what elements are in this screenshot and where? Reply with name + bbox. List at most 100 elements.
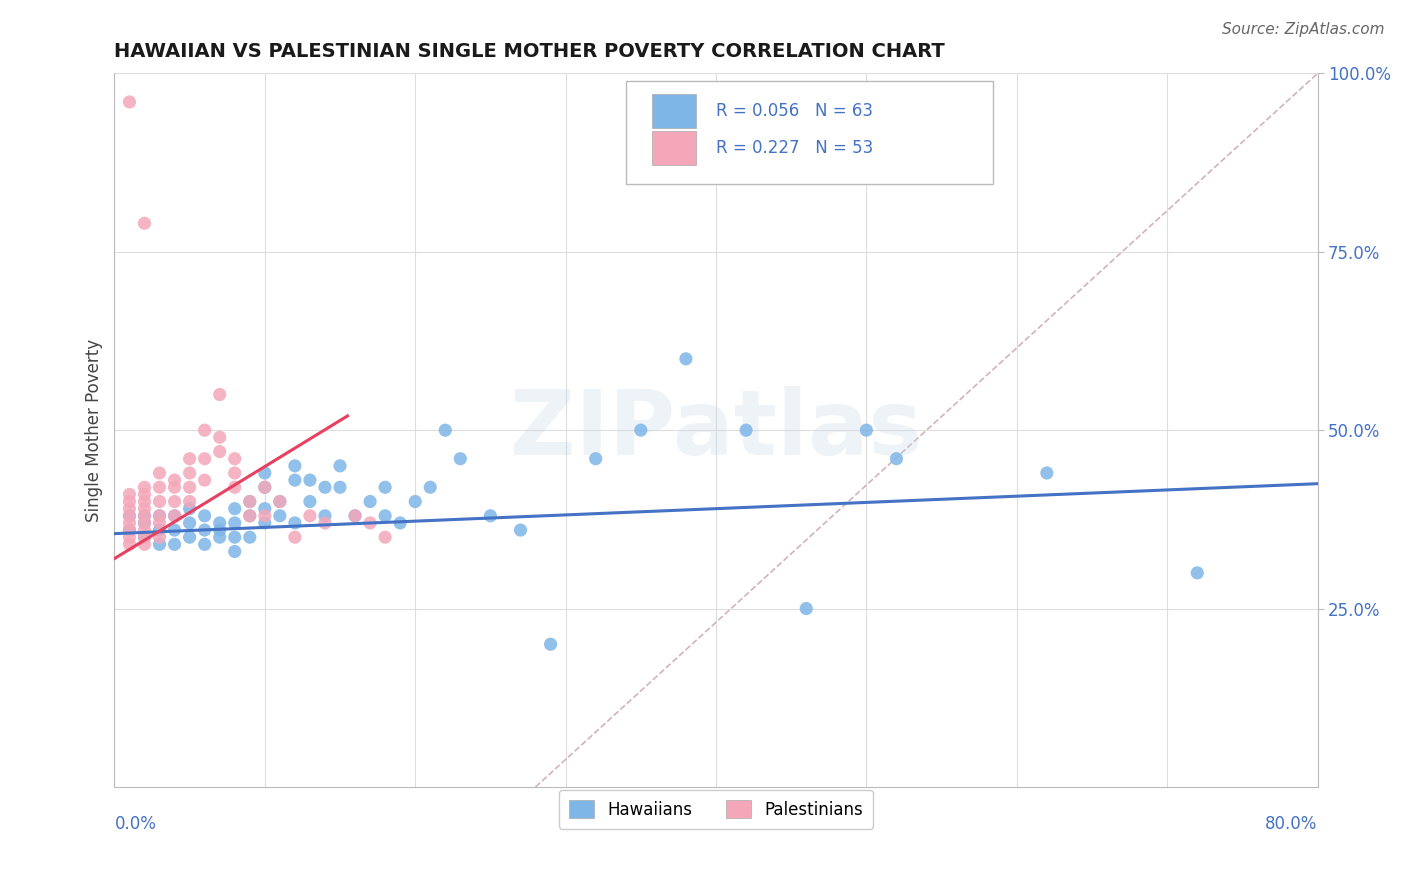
Point <box>224 544 246 558</box>
Point <box>284 516 307 530</box>
Point <box>179 466 201 480</box>
Text: 0.0%: 0.0% <box>114 815 156 833</box>
Point <box>134 530 156 544</box>
Point <box>374 508 396 523</box>
Point <box>118 530 141 544</box>
Point <box>434 423 457 437</box>
Point <box>118 523 141 537</box>
Point <box>329 458 352 473</box>
Point <box>224 516 246 530</box>
Point <box>269 494 291 508</box>
Point <box>404 494 426 508</box>
Point <box>179 501 201 516</box>
Point <box>314 516 336 530</box>
Y-axis label: Single Mother Poverty: Single Mother Poverty <box>86 339 103 522</box>
Point <box>118 494 141 508</box>
Point <box>314 508 336 523</box>
Point <box>298 508 321 523</box>
Point <box>224 480 246 494</box>
Point <box>134 516 156 530</box>
Point <box>194 508 217 523</box>
Point <box>540 637 562 651</box>
Point <box>179 530 201 544</box>
Point <box>134 537 156 551</box>
Point <box>239 508 262 523</box>
Point <box>163 508 186 523</box>
Point <box>239 508 262 523</box>
Point <box>298 473 321 487</box>
Point <box>163 480 186 494</box>
Point <box>163 508 186 523</box>
Point <box>253 508 276 523</box>
Text: 80.0%: 80.0% <box>1265 815 1317 833</box>
Point <box>148 508 170 523</box>
Point <box>208 387 231 401</box>
Point <box>118 508 141 523</box>
Point <box>134 530 156 544</box>
Point <box>1187 566 1209 580</box>
Point <box>148 530 170 544</box>
FancyBboxPatch shape <box>626 80 993 184</box>
Point <box>239 530 262 544</box>
Point <box>284 530 307 544</box>
Point <box>163 523 186 537</box>
Point <box>224 530 246 544</box>
Point <box>163 537 186 551</box>
Point <box>284 458 307 473</box>
Point <box>479 508 502 523</box>
Point <box>224 466 246 480</box>
Point <box>163 473 186 487</box>
Point <box>284 473 307 487</box>
Point <box>179 451 201 466</box>
Point <box>208 516 231 530</box>
Point <box>298 494 321 508</box>
Point <box>148 537 170 551</box>
Legend: Hawaiians, Palestinians: Hawaiians, Palestinians <box>560 790 873 829</box>
Point <box>224 501 246 516</box>
Point <box>134 523 156 537</box>
Point <box>194 537 217 551</box>
Point <box>134 216 156 230</box>
Text: Source: ZipAtlas.com: Source: ZipAtlas.com <box>1222 22 1385 37</box>
Point <box>419 480 441 494</box>
Point <box>134 508 156 523</box>
Point <box>118 95 141 109</box>
Point <box>359 494 381 508</box>
Point <box>148 508 170 523</box>
Point <box>134 494 156 508</box>
Point <box>148 466 170 480</box>
Point <box>208 430 231 444</box>
Point <box>118 501 141 516</box>
Point <box>253 480 276 494</box>
Point <box>194 451 217 466</box>
Point <box>179 480 201 494</box>
Point <box>118 516 141 530</box>
Point <box>148 516 170 530</box>
Point <box>585 451 607 466</box>
Point <box>163 494 186 508</box>
Point <box>794 601 817 615</box>
Text: R = 0.227   N = 53: R = 0.227 N = 53 <box>716 139 873 157</box>
Point <box>239 494 262 508</box>
Point <box>118 523 141 537</box>
Point <box>179 494 201 508</box>
Point <box>449 451 471 466</box>
Point <box>735 423 758 437</box>
Point <box>630 423 652 437</box>
Text: HAWAIIAN VS PALESTINIAN SINGLE MOTHER POVERTY CORRELATION CHART: HAWAIIAN VS PALESTINIAN SINGLE MOTHER PO… <box>114 42 945 61</box>
Point <box>389 516 412 530</box>
Point <box>344 508 367 523</box>
Point <box>269 494 291 508</box>
Point <box>148 494 170 508</box>
Point <box>344 508 367 523</box>
Point <box>134 516 156 530</box>
Point <box>253 501 276 516</box>
Point <box>359 516 381 530</box>
Point <box>134 508 156 523</box>
Point <box>118 487 141 501</box>
Point <box>134 501 156 516</box>
Point <box>194 473 217 487</box>
Point <box>134 480 156 494</box>
Point <box>269 508 291 523</box>
Point <box>208 444 231 458</box>
